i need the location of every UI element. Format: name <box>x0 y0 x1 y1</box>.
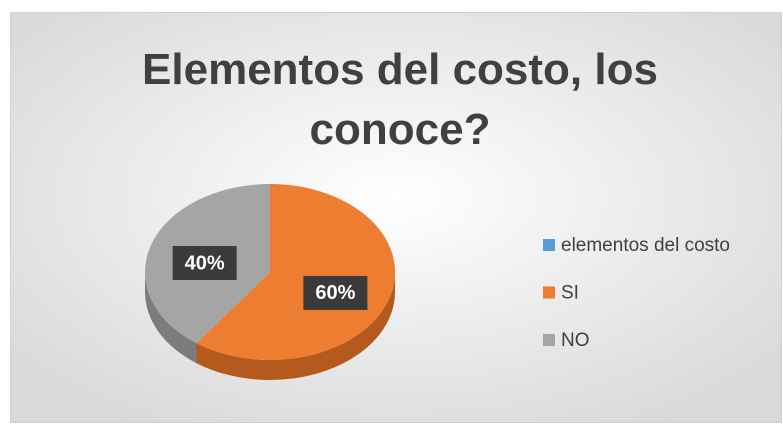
slice-side <box>196 272 395 380</box>
chart-title: Elementos del costo, los conoce? <box>142 45 658 154</box>
legend-swatch <box>543 239 555 251</box>
legend-label: elementos del costo <box>561 235 730 256</box>
data-label: 40% <box>185 252 225 274</box>
data-label-box <box>172 246 237 281</box>
data-label-box <box>303 275 368 310</box>
legend-swatch <box>543 334 555 346</box>
slice <box>196 183 396 360</box>
chart-area <box>10 12 782 423</box>
legend-label: NO <box>561 330 590 351</box>
slice-side <box>145 272 197 364</box>
data-label: 60% <box>315 282 355 304</box>
legend-label: SI <box>561 283 579 304</box>
legend-swatch <box>543 286 555 299</box>
title-box: Elementos del costo, los conoce? <box>142 45 658 154</box>
